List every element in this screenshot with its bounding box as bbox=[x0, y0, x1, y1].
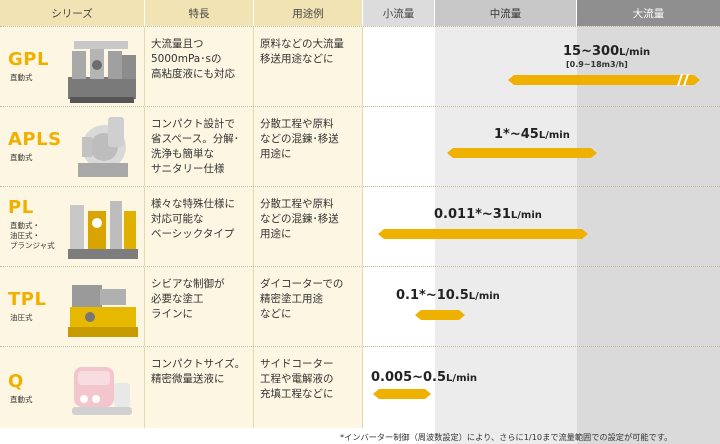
table-row: TPL 油圧式 シビアな制御が 必要な塗工 ラインに ダイコーターでの 精密塗工… bbox=[0, 266, 720, 346]
use-line: 移送用途などに bbox=[260, 53, 334, 65]
features-line: シビアな制御が bbox=[151, 278, 225, 290]
use-line: 用途に bbox=[260, 228, 292, 240]
gpl-pump-image bbox=[68, 41, 136, 103]
range-arrow-pl bbox=[378, 229, 588, 239]
use-line: 工程や電解液の bbox=[260, 373, 334, 385]
range-label-apls: 1*~45L/min bbox=[494, 127, 570, 142]
range-label-tpl: 0.1*~10.5L/min bbox=[396, 288, 500, 303]
q-pump-image bbox=[72, 367, 132, 415]
features-line: サニタリー仕様 bbox=[151, 163, 225, 175]
use-cell: 分散工程や原料 などの混錬･移送 用途に bbox=[254, 187, 363, 266]
use-line: などの混錬･移送 bbox=[260, 213, 339, 225]
series-name: GPL bbox=[8, 49, 49, 70]
range-label-q: 0.005~0.5L/min bbox=[371, 370, 478, 385]
table-row: GPL 直動式 大流量且つ 5000mPa･sの 高粘度液にも対応 原料などの大… bbox=[0, 26, 720, 106]
series-name: TPL bbox=[8, 289, 47, 310]
table-row: PL 直動式・ 油圧式・ プランジャ式 様々な特殊仕様に 対応可能な ベーシック… bbox=[0, 186, 720, 266]
features-line: 5000mPa･sの bbox=[151, 53, 222, 65]
use-cell: 分散工程や原料 などの混錬･移送 用途に bbox=[254, 107, 363, 186]
use-cell: サイドコーター 工程や電解液の 充填工程などに bbox=[254, 347, 363, 428]
series-type: 油圧式 bbox=[10, 313, 33, 322]
header-features: 特長 bbox=[145, 0, 254, 26]
range-arrow-gpl bbox=[508, 74, 700, 86]
features-line: ラインに bbox=[151, 308, 193, 320]
features-line: 大流量且つ bbox=[151, 38, 204, 50]
header-series: シリーズ bbox=[0, 0, 145, 26]
features-line: ベーシックタイプ bbox=[151, 228, 235, 240]
features-line: 高粘度液にも対応 bbox=[151, 68, 235, 80]
table-header: シリーズ 特長 用途例 小流量 中流量 大流量 bbox=[0, 0, 720, 26]
features-cell: 様々な特殊仕様に 対応可能な ベーシックタイプ bbox=[145, 187, 254, 266]
header-medium-flow: 中流量 bbox=[435, 0, 577, 26]
apls-pump-image bbox=[78, 117, 128, 177]
range-label-gpl: 15~300L/min bbox=[563, 44, 651, 59]
series-type: 直動式 bbox=[10, 395, 33, 404]
tpl-pump-image bbox=[68, 285, 138, 337]
large-flow-column bbox=[577, 0, 720, 444]
header-small-flow: 小流量 bbox=[363, 0, 435, 26]
features-line: 様々な特殊仕様に bbox=[151, 198, 235, 210]
use-line: 分散工程や原料 bbox=[260, 118, 334, 130]
use-cell: ダイコーターでの 精密塗工用途 などに bbox=[254, 267, 363, 346]
use-line: 原料などの大流量 bbox=[260, 38, 344, 50]
series-cell: Q 直動式 bbox=[0, 347, 145, 428]
features-line: 精密微量送液に bbox=[151, 373, 225, 385]
range-arrow-q bbox=[373, 389, 431, 399]
features-cell: コンパクト設計で 省スペース。分解･ 洗浄も簡単な サニタリー仕様 bbox=[145, 107, 254, 186]
use-line: サイドコーター bbox=[260, 358, 334, 370]
range-label-pl: 0.011*~31L/min bbox=[434, 207, 542, 222]
range-arrow-apls bbox=[447, 148, 597, 158]
series-type: 直動式 bbox=[10, 153, 33, 162]
use-line: 分散工程や原料 bbox=[260, 198, 334, 210]
use-line: 充填工程などに bbox=[260, 388, 334, 400]
range-sub-gpl: [0.9~18m3/h] bbox=[566, 60, 628, 69]
series-name: PL bbox=[8, 197, 34, 218]
features-line: コンパクトサイズ。 bbox=[151, 358, 246, 370]
features-line: 必要な塗工 bbox=[151, 293, 204, 305]
use-line: などの混錬･移送 bbox=[260, 133, 339, 145]
use-line: 精密塗工用途 bbox=[260, 293, 323, 305]
features-cell: コンパクトサイズ。 精密微量送液に bbox=[145, 347, 254, 428]
features-line: 洗浄も簡単な bbox=[151, 148, 214, 160]
series-name: Q bbox=[8, 371, 24, 392]
series-cell: TPL 油圧式 bbox=[0, 267, 145, 346]
range-arrow-tpl bbox=[415, 310, 465, 320]
table-row: Q 直動式 コンパクトサイズ。 精密微量送液に サイドコーター 工程や電解液の … bbox=[0, 346, 720, 428]
series-type: 直動式 bbox=[10, 73, 33, 82]
header-use: 用途例 bbox=[254, 0, 363, 26]
use-line: ダイコーターでの bbox=[260, 278, 344, 290]
series-name: APLS bbox=[8, 129, 62, 150]
use-line: 用途に bbox=[260, 148, 292, 160]
medium-flow-column bbox=[435, 0, 577, 444]
table-row: APLS 直動式 コンパクト設計で 省スペース。分解･ 洗浄も簡単な サニタリー… bbox=[0, 106, 720, 186]
use-cell: 原料などの大流量 移送用途などに bbox=[254, 27, 363, 106]
features-line: コンパクト設計で bbox=[151, 118, 235, 130]
series-cell: PL 直動式・ 油圧式・ プランジャ式 bbox=[0, 187, 145, 266]
series-type: 直動式・ 油圧式・ プランジャ式 bbox=[10, 221, 55, 250]
features-cell: シビアな制御が 必要な塗工 ラインに bbox=[145, 267, 254, 346]
footnote: *インバーター制御（周波数設定）により、さらに1/10まで流量範囲での設定が可能… bbox=[340, 432, 673, 442]
features-line: 省スペース。分解･ bbox=[151, 133, 239, 145]
small-flow-column bbox=[363, 0, 435, 444]
features-cell: 大流量且つ 5000mPa･sの 高粘度液にも対応 bbox=[145, 27, 254, 106]
use-line: などに bbox=[260, 308, 292, 320]
header-large-flow: 大流量 bbox=[577, 0, 720, 26]
series-cell: GPL 直動式 bbox=[0, 27, 145, 106]
pl-pump-image bbox=[68, 201, 138, 259]
features-line: 対応可能な bbox=[151, 213, 204, 225]
series-cell: APLS 直動式 bbox=[0, 107, 145, 186]
